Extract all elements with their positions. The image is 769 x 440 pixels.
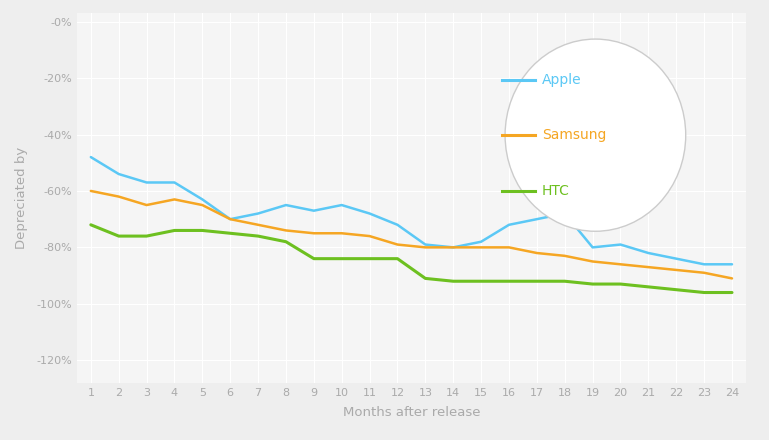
Ellipse shape [505,39,686,231]
Y-axis label: Depreciated by: Depreciated by [15,147,28,249]
Text: Apple: Apple [542,73,581,87]
Text: Samsung: Samsung [542,128,606,142]
Text: HTC: HTC [542,183,570,198]
X-axis label: Months after release: Months after release [343,406,480,419]
